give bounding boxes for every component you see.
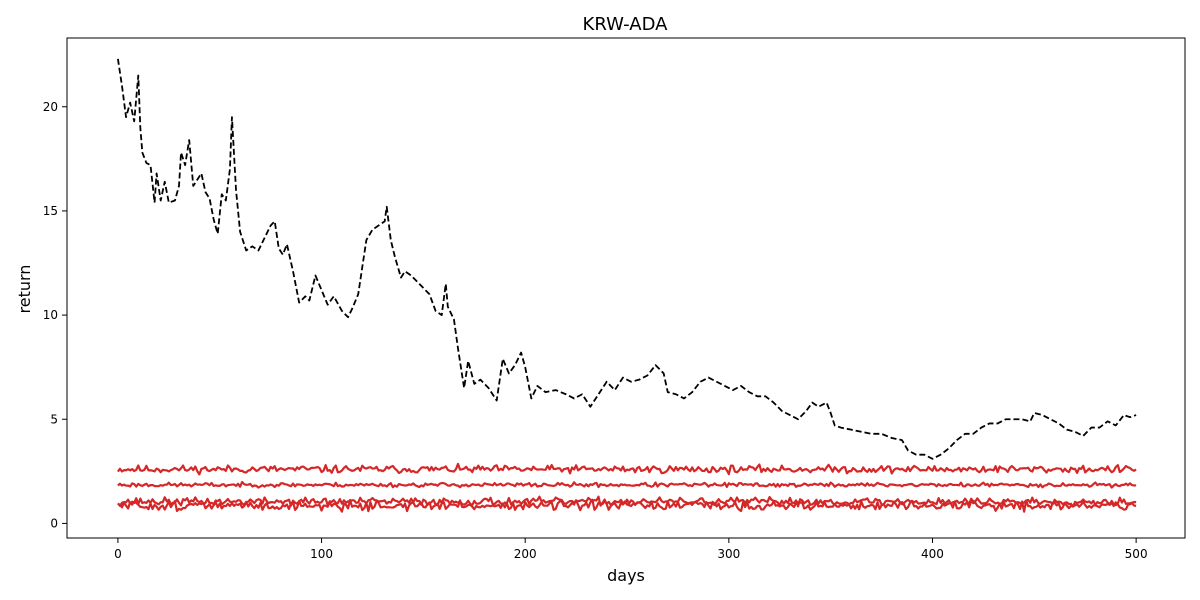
y-tick-label: 0 (50, 516, 58, 530)
chart-title: KRW-ADA (583, 14, 669, 35)
series-line-4 (117, 498, 1137, 513)
x-tick-label: 100 (310, 547, 333, 561)
series-layer (117, 58, 1137, 513)
x-axis-label: days (607, 566, 645, 585)
series-line-2 (117, 480, 1137, 489)
y-tick-label: 15 (43, 204, 58, 218)
x-tick-label: 300 (717, 547, 740, 561)
y-tick-label: 10 (43, 308, 58, 322)
y-axis: 0 5 10 15 20 (43, 100, 67, 530)
plot-area (66, 37, 1186, 539)
x-tick-label: 400 (921, 547, 944, 561)
x-axis: 0 100 200 300 400 500 (114, 538, 1148, 561)
y-axis-label: return (15, 265, 34, 314)
y-tick-label: 20 (43, 100, 58, 114)
x-tick-label: 200 (514, 547, 537, 561)
x-tick-label: 500 (1125, 547, 1148, 561)
series-line-1 (117, 462, 1137, 476)
x-tick-label: 0 (114, 547, 122, 561)
y-tick-label: 5 (50, 412, 58, 426)
series-line-3 (117, 495, 1137, 508)
series-line-return (117, 58, 1137, 460)
